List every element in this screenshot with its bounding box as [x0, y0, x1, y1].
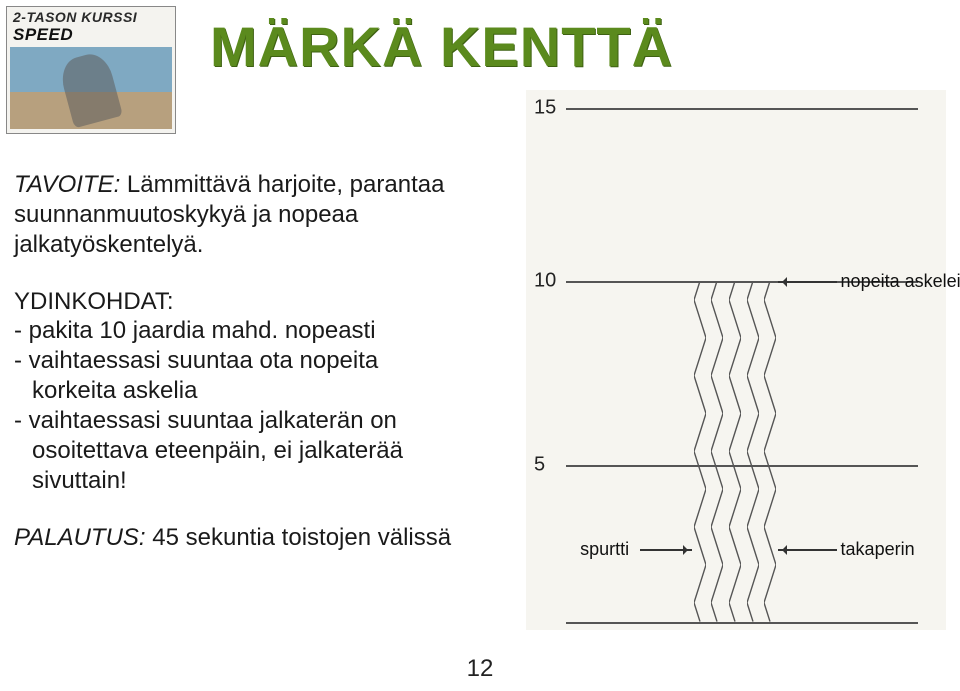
diagram-annotation: spurtti — [580, 539, 629, 560]
zigzag-path — [711, 281, 723, 622]
points-list: - pakita 10 jaardia mahd. nopeasti- vaih… — [14, 316, 504, 496]
return-text: 45 sekuntia toistojen välissä — [146, 524, 452, 551]
badge-subtitle: SPEED — [7, 25, 175, 47]
page-title: MÄRKÄ KENTTÄ — [210, 14, 673, 79]
points-line: - pakita 10 jaardia mahd. nopeasti — [14, 316, 504, 346]
zigzag-path — [747, 281, 759, 622]
zigzag-path — [764, 281, 776, 622]
zigzag-path — [729, 281, 741, 622]
yard-label: 10 — [534, 270, 556, 293]
badge-photo — [10, 47, 172, 129]
annotation-arrow — [778, 281, 836, 283]
yard-line — [566, 465, 918, 467]
field-diagram: 15105nopeita askeleitaspurttitakaperin — [526, 90, 946, 630]
annotation-arrow — [640, 549, 692, 551]
points-line: sivuttain! — [14, 466, 504, 496]
points-line: - vaihtaessasi suuntaa ota nopeita — [14, 346, 504, 376]
annotation-arrow — [778, 549, 836, 551]
yard-line — [566, 108, 918, 110]
yard-label: 5 — [534, 453, 545, 476]
points-line: osoitettava eteenpäin, ei jalkaterää — [14, 436, 504, 466]
course-badge: 2-TASON KURSSI SPEED — [6, 6, 176, 134]
yard-line — [566, 622, 918, 624]
yard-label: 15 — [534, 97, 556, 120]
zigzag-path — [694, 281, 706, 622]
body-text: TAVOITE: Lämmittävä harjoite, parantaa s… — [14, 170, 504, 552]
goal-block: TAVOITE: Lämmittävä harjoite, parantaa s… — [14, 170, 504, 260]
return-label: PALAUTUS: — [14, 524, 146, 551]
points-line: korkeita askelia — [14, 376, 504, 406]
goal-label: TAVOITE: — [14, 171, 120, 198]
points-line: - vaihtaessasi suuntaa jalkaterän on — [14, 406, 504, 436]
diagram-inner: 15105nopeita askeleitaspurttitakaperin — [566, 98, 918, 622]
return-block: PALAUTUS: 45 sekuntia toistojen välissä — [14, 524, 504, 552]
diagram-annotation: nopeita askeleita — [841, 271, 960, 292]
points-heading: YDINKOHDAT: — [14, 288, 504, 316]
badge-title: 2-TASON KURSSI — [7, 7, 175, 25]
diagram-annotation: takaperin — [841, 539, 915, 560]
page-number: 12 — [0, 655, 960, 683]
